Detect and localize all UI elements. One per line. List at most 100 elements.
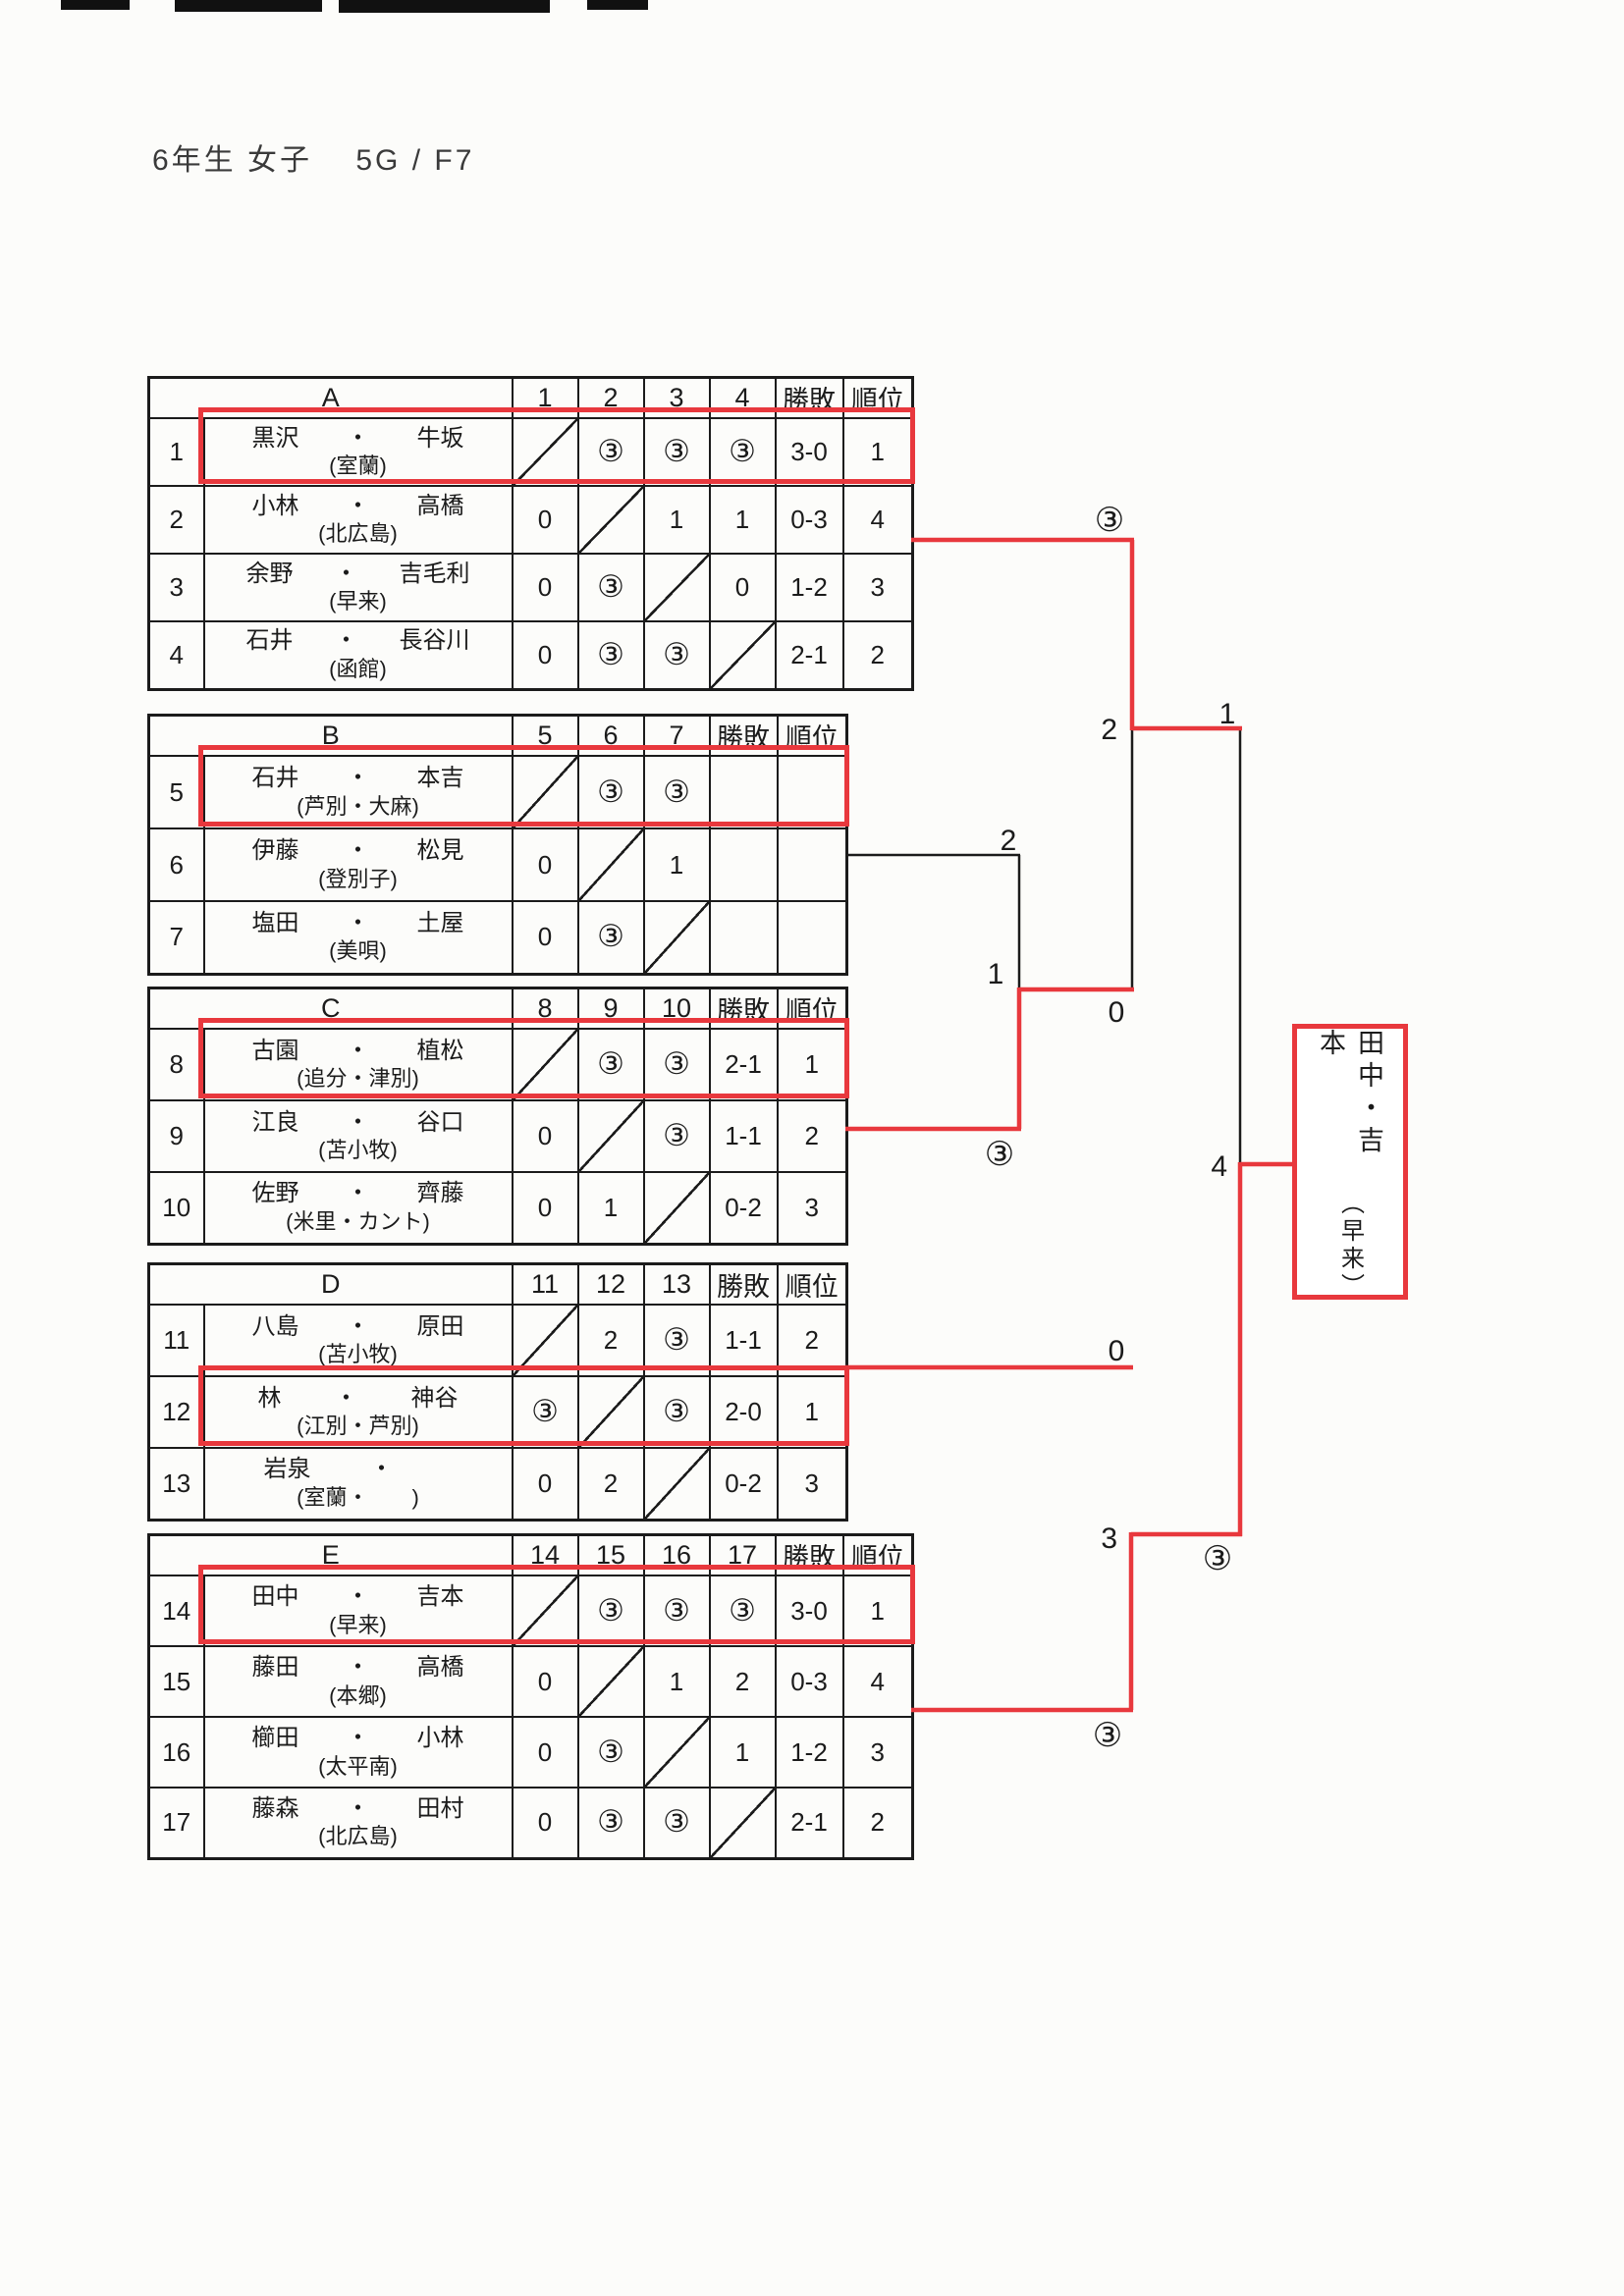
group-header-C: C	[147, 987, 514, 1030]
group-header-E: E	[147, 1533, 514, 1576]
match-score-cell: ③	[642, 1099, 711, 1173]
record-cell	[708, 755, 779, 829]
record-cell: 1-2	[774, 1716, 844, 1789]
diagonal-cell	[511, 755, 579, 829]
diagonal-cell	[708, 1787, 777, 1859]
match-score-cell: 2	[708, 1645, 777, 1718]
team-names: 藤森・田村	[251, 1794, 464, 1822]
team-names: 櫛田・小林	[251, 1725, 464, 1751]
page-title: 6年生 女子 5G / F7	[152, 144, 475, 177]
team-cell: 岩泉・ (室蘭・ )	[202, 1447, 514, 1521]
match-score-cell: 0	[511, 1171, 579, 1245]
match-column-header: 17	[708, 1533, 777, 1576]
team-row: 8 古園・植松 (追分・津別) ③ ③ 2-1 1	[147, 1028, 848, 1101]
group-header-A: A	[147, 376, 514, 419]
team-number: 10	[147, 1171, 205, 1245]
record-header: 勝敗	[774, 1533, 844, 1576]
team-row: 2 小林・高橋 (北広島) 0 1 1 0-3 4	[147, 485, 914, 555]
match-score-cell: ③	[642, 1575, 711, 1647]
record-cell	[708, 900, 779, 975]
match-score-cell: 0	[511, 620, 579, 690]
bracket-labels: ③ 2 1 2 1 0 ③ 0 3 ③ ③ 4	[985, 502, 1236, 1754]
team-names: 黒沢・牛坂	[251, 424, 464, 452]
team-number: 3	[147, 553, 205, 622]
diagonal-cell	[511, 417, 579, 487]
team-cell: 古園・植松 (追分・津別)	[202, 1028, 514, 1101]
team-row: 15 藤田・高橋 (本郷) 0 1 2 0-3 4	[147, 1645, 914, 1718]
scan-artifact	[175, 0, 322, 12]
team-number: 1	[147, 417, 205, 487]
team-names: 田中・吉本	[251, 1583, 464, 1610]
team-cell: 佐野・齊藤 (米里・カント)	[202, 1171, 514, 1245]
match-score-cell: 1	[642, 828, 711, 902]
match-score-cell: 1	[642, 485, 711, 555]
diagonal-cell	[511, 1028, 579, 1101]
team-number: 7	[147, 900, 205, 975]
match-score-cell: ③	[642, 1028, 711, 1101]
diagonal-cell	[642, 1447, 711, 1521]
team-cell: 田中・吉本 (早来)	[202, 1575, 514, 1647]
team-club: (函館)	[329, 656, 387, 681]
rank-cell: 1	[841, 417, 914, 487]
score-a-final: 1	[1219, 698, 1236, 730]
record-cell: 1-1	[708, 1304, 779, 1377]
team-row: 4 石井・長谷川 (函館) 0 ③ ③ 2-1 2	[147, 620, 914, 690]
team-club: (芦別・大麻)	[297, 793, 419, 819]
team-names: 小林・高橋	[251, 492, 464, 519]
match-score-cell: 2	[576, 1447, 645, 1521]
match-score-cell: 0	[708, 553, 777, 622]
match-score-cell: ③	[576, 1028, 645, 1101]
record-cell: 1-1	[708, 1099, 779, 1173]
team-number: 14	[147, 1575, 205, 1647]
team-number: 5	[147, 755, 205, 829]
team-cell: 八島・原田 (苫小牧)	[202, 1304, 514, 1377]
rank-cell: 1	[841, 1575, 914, 1647]
rank-header: 順位	[776, 1262, 848, 1306]
diagonal-cell	[576, 1645, 645, 1718]
team-cell: 石井・長谷川 (函館)	[202, 620, 514, 690]
rank-cell: 2	[841, 620, 914, 690]
match-column-header: 8	[511, 987, 579, 1030]
champion-club: （早来）	[1336, 1191, 1364, 1302]
record-cell: 2-1	[774, 1787, 844, 1859]
team-cell: 林・神谷 (江別・芦別)	[202, 1375, 514, 1449]
score-c-match1: ③	[985, 1136, 1014, 1173]
rank-cell: 3	[841, 1716, 914, 1789]
match-score-cell: ③	[642, 620, 711, 690]
team-row: 1 黒沢・牛坂 (室蘭) ③ ③ ③ 3-0 1	[147, 417, 914, 487]
team-cell: 余野・吉毛利 (早来)	[202, 553, 514, 622]
record-cell: 2-0	[708, 1375, 779, 1449]
team-row: 6 伊藤・松見 (登別子) 0 1	[147, 828, 848, 902]
team-cell: 塩田・土屋 (美唄)	[202, 900, 514, 975]
group-header-D: D	[147, 1262, 514, 1306]
match-score-cell: ③	[511, 1375, 579, 1449]
match-column-header: 10	[642, 987, 711, 1030]
rank-header: 順位	[841, 1533, 914, 1576]
match-score-cell: ③	[642, 417, 711, 487]
record-cell: 2-1	[774, 620, 844, 690]
diagonal-cell	[642, 553, 711, 622]
team-names: 石井・長谷川	[245, 627, 470, 655]
match-column-header: 6	[576, 714, 645, 757]
team-club: (登別子)	[318, 866, 398, 891]
match-score-cell: 0	[511, 1447, 579, 1521]
score-b-match1: 2	[1001, 825, 1017, 857]
match-score-cell: 1	[708, 485, 777, 555]
team-row: 3 余野・吉毛利 (早来) 0 ③ 0 1-2 3	[147, 553, 914, 622]
team-names: 岩泉・	[263, 1456, 394, 1483]
match-score-cell: ③	[642, 1375, 711, 1449]
match-score-cell: 0	[511, 1787, 579, 1859]
score-a-semifinal: ③	[1095, 502, 1124, 539]
team-club: (米里・カント)	[286, 1208, 430, 1234]
team-cell: 石井・本吉 (芦別・大麻)	[202, 755, 514, 829]
team-club: (美唄)	[329, 938, 387, 964]
team-club: (苫小牧)	[318, 1342, 398, 1367]
match-score-cell: 0	[511, 1716, 579, 1789]
diagonal-cell	[642, 1171, 711, 1245]
match-score-cell: ③	[708, 417, 777, 487]
team-cell: 櫛田・小林 (太平南)	[202, 1716, 514, 1789]
match-score-cell: 1	[576, 1171, 645, 1245]
rank-cell: 3	[841, 553, 914, 622]
team-cell: 黒沢・牛坂 (室蘭)	[202, 417, 514, 487]
